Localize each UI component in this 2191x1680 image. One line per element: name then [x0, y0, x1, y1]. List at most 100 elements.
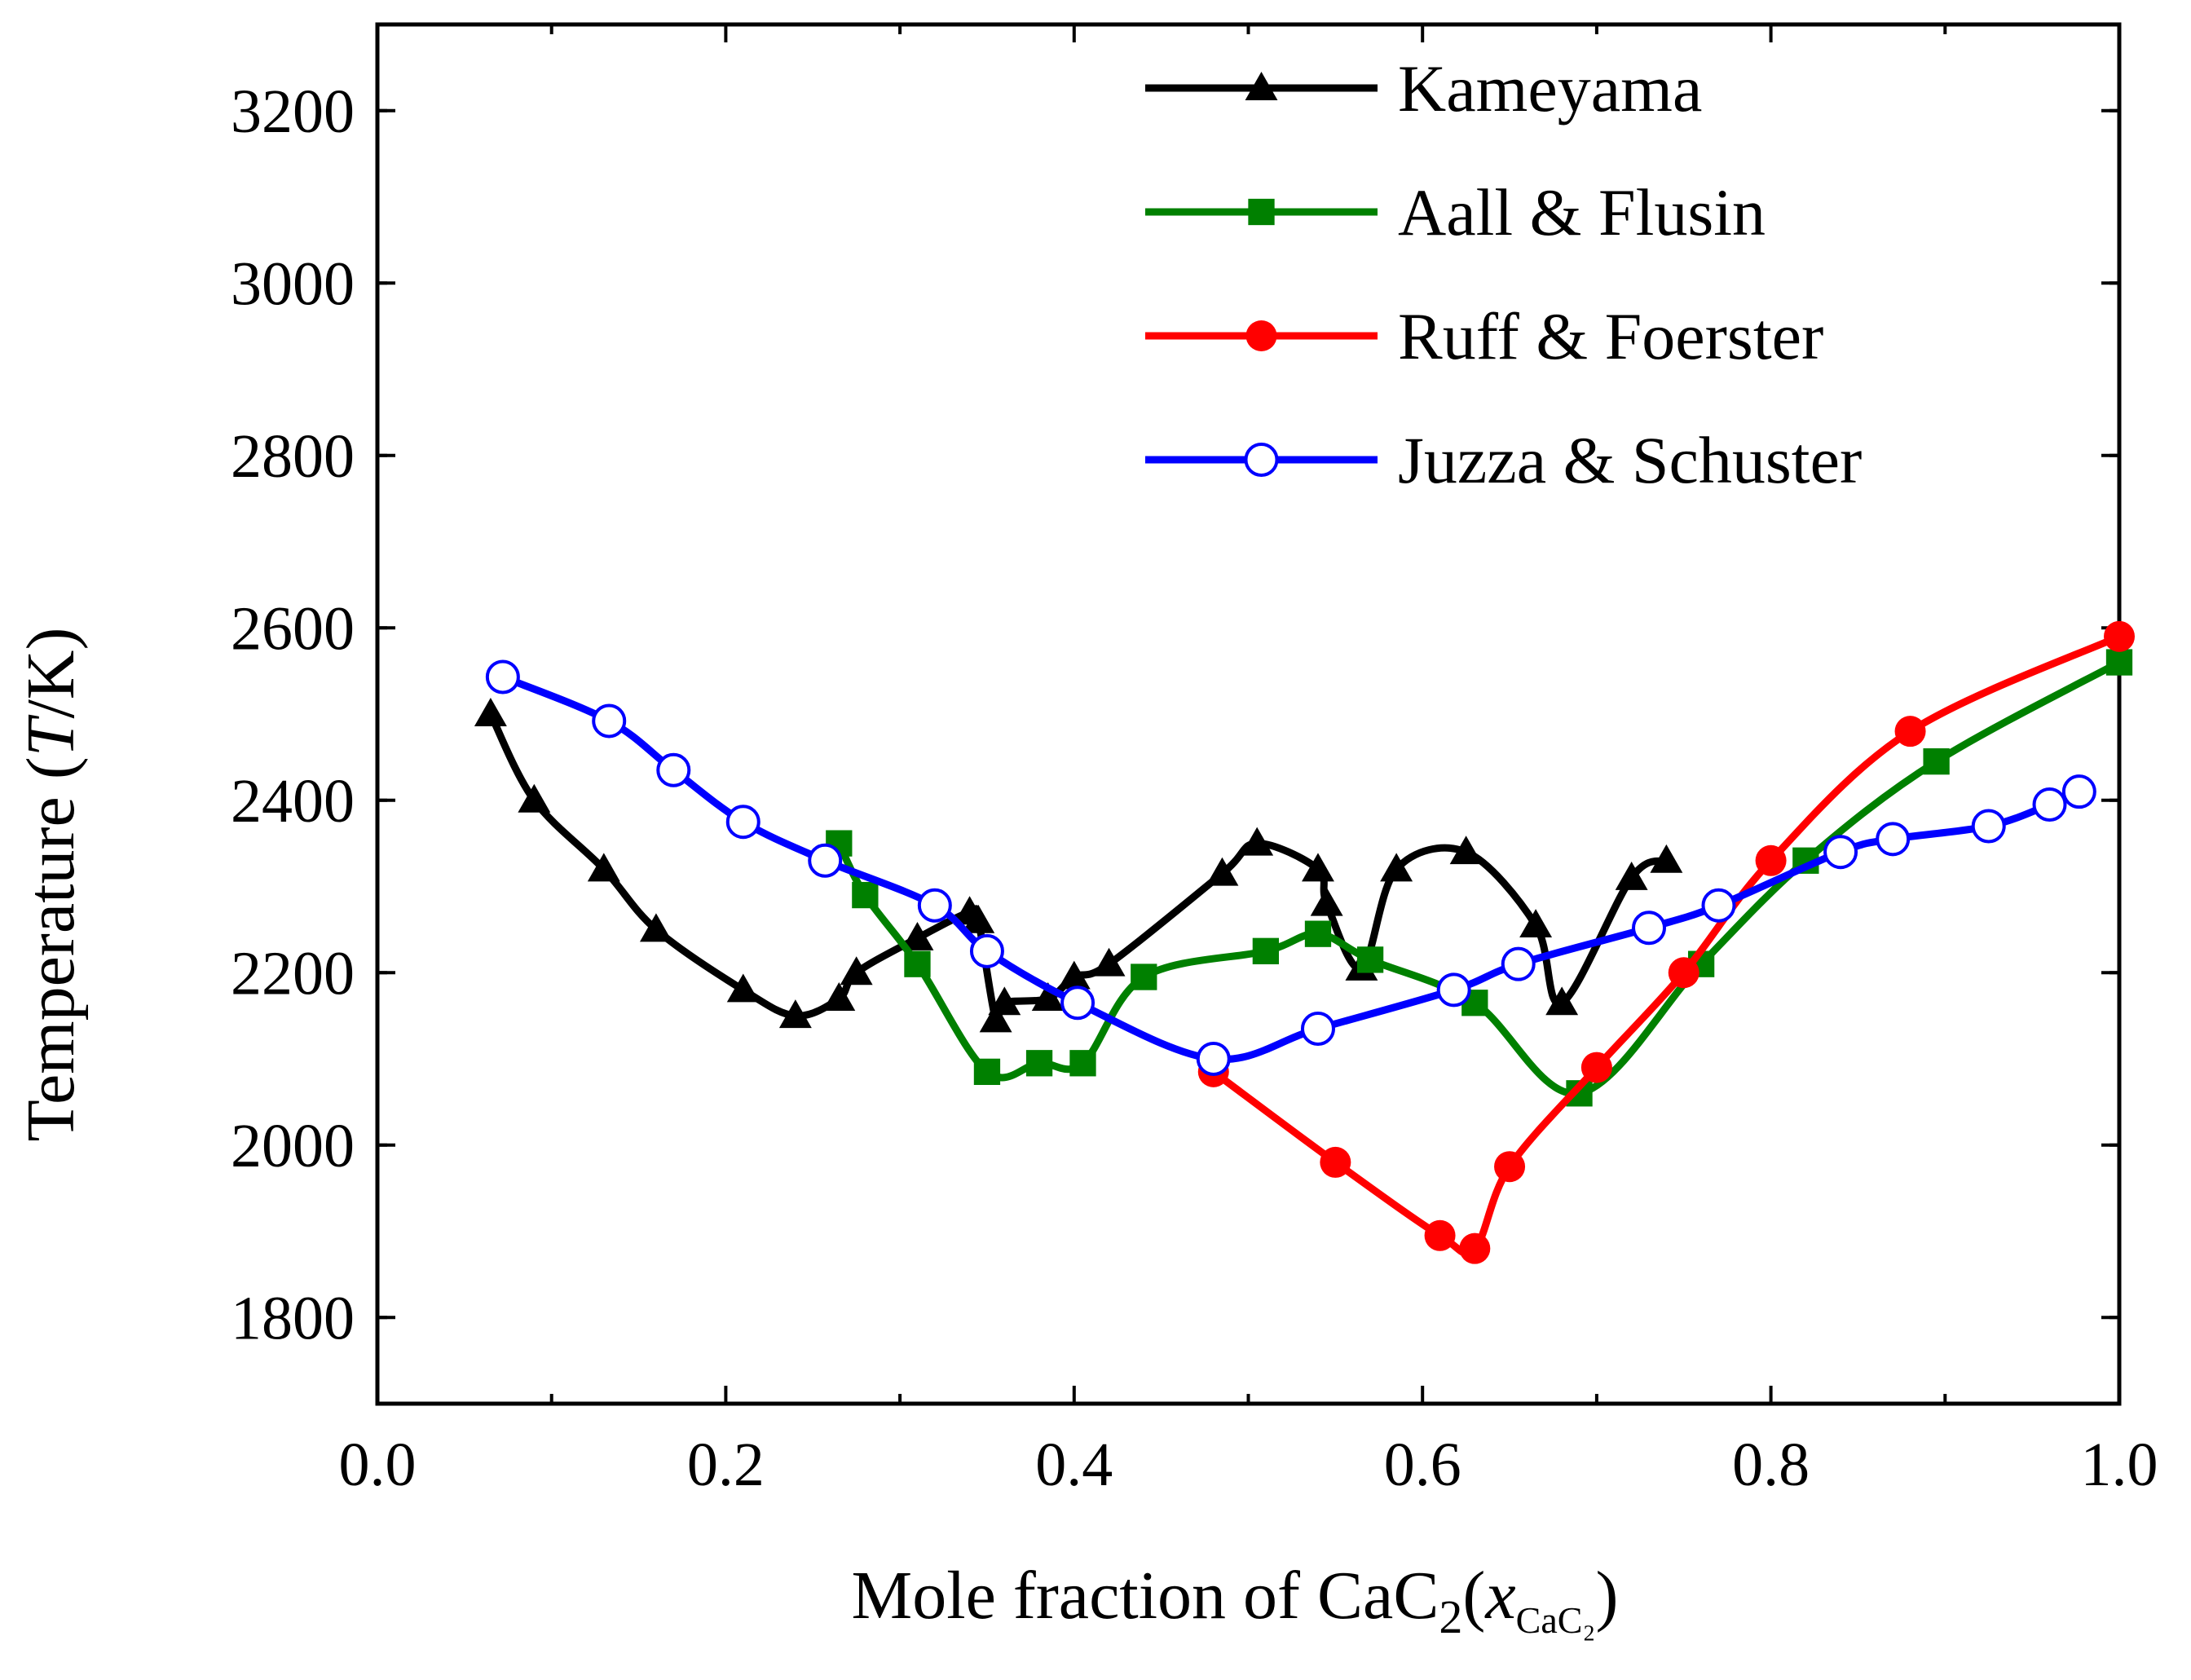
- data-point-aall-flusin: [973, 1058, 1001, 1086]
- y-axis-title-prefix: Temperature (: [13, 756, 89, 1141]
- data-point-ruff-foerster: [1894, 716, 1926, 747]
- series-kameyama: [474, 698, 1683, 1033]
- data-point-juzza-schuster: [1436, 972, 1471, 1008]
- data-point-juzza-schuster: [969, 933, 1004, 968]
- y-axis-title-var: T: [13, 714, 89, 756]
- legend-label-kameyama: Kameyama: [1398, 51, 1702, 126]
- legend-label-ruff-foerster: Ruff & Foerster: [1398, 299, 1823, 373]
- data-point-kameyama: [1206, 857, 1239, 886]
- data-point-kameyama: [1650, 844, 1683, 873]
- x-axis-title-close: ): [1595, 1558, 1618, 1634]
- data-point-juzza-schuster: [1300, 1011, 1335, 1046]
- data-point-juzza-schuster: [808, 843, 843, 878]
- legend-item-aall-flusin: Aall & Flusin: [1145, 175, 1766, 249]
- data-point-juzza-schuster: [2032, 787, 2067, 822]
- data-point-kameyama: [822, 982, 856, 1011]
- data-point-juzza-schuster: [1876, 822, 1911, 857]
- data-point-kameyama: [901, 922, 934, 950]
- data-point-kameyama: [1449, 836, 1483, 865]
- data-point-ruff-foerster: [1755, 844, 1787, 876]
- data-point-kameyama: [1615, 861, 1648, 890]
- data-point-kameyama: [1380, 853, 1413, 882]
- x-tick-label: 0.8: [1732, 1431, 1810, 1499]
- y-tick-label: 3000: [231, 249, 355, 318]
- data-point-kameyama: [979, 1003, 1012, 1033]
- y-tick-label: 2400: [231, 767, 355, 836]
- x-tick-label: 1.0: [2081, 1431, 2158, 1499]
- y-tick-label: 2800: [231, 422, 355, 491]
- data-point-kameyama: [1031, 982, 1065, 1011]
- legend-marker-kameyama: [1245, 72, 1278, 100]
- y-tick-label: 3200: [231, 77, 355, 146]
- x-axis-title: Mole fraction of CaC2(xCaC₂): [852, 1558, 1619, 1643]
- data-point-aall-flusin: [1131, 963, 1157, 990]
- data-point-juzza-schuster: [656, 752, 691, 787]
- series-line-aall-flusin: [835, 659, 2123, 1098]
- data-point-kameyama: [1241, 827, 1274, 856]
- data-point-kameyama: [1310, 887, 1343, 916]
- series-layer: [474, 620, 2135, 1264]
- data-point-aall-flusin: [904, 950, 931, 977]
- data-point-juzza-schuster: [1823, 835, 1858, 870]
- data-point-kameyama: [726, 973, 760, 1003]
- legend: Kameyama Aall & Flusin Ruff & Foerster Juzz…: [1145, 51, 1862, 497]
- data-point-aall-flusin: [2105, 649, 2133, 676]
- series-ruff-foerster: [1197, 620, 2135, 1264]
- y-tick-label: 1800: [231, 1284, 355, 1352]
- data-point-ruff-foerster: [1459, 1232, 1491, 1264]
- data-point-juzza-schuster: [725, 805, 760, 840]
- x-axis-title-open: (: [1462, 1558, 1485, 1634]
- x-axis-title-var-sub: CaC₂: [1516, 1599, 1596, 1641]
- data-point-juzza-schuster: [1632, 911, 1667, 946]
- data-point-ruff-foerster: [2104, 620, 2135, 652]
- legend-label-juzza-schuster: Juzza & Schuster: [1398, 423, 1862, 497]
- x-tick-label: 0.6: [1384, 1431, 1461, 1499]
- data-point-kameyama: [778, 999, 812, 1029]
- data-point-juzza-schuster: [1501, 946, 1536, 981]
- data-point-kameyama: [988, 986, 1021, 1016]
- y-tick-label: 2600: [231, 594, 355, 663]
- data-point-aall-flusin: [852, 881, 879, 909]
- x-tick-label: 0.0: [339, 1431, 417, 1499]
- legend-item-kameyama: Kameyama: [1145, 51, 1702, 126]
- data-point-juzza-schuster: [2061, 774, 2096, 809]
- x-axis-title-prefix: Mole fraction of CaC: [852, 1558, 1439, 1634]
- series-juzza-schuster: [485, 659, 2096, 1076]
- legend-item-ruff-foerster: Ruff & Foerster: [1145, 299, 1823, 373]
- data-point-kameyama: [587, 853, 620, 882]
- data-point-juzza-schuster: [917, 888, 952, 923]
- y-axis-title-suffix: /K): [13, 628, 89, 719]
- data-point-aall-flusin: [1923, 748, 1950, 775]
- y-tick-label: 2200: [231, 939, 355, 1008]
- legend-marker-aall-flusin: [1248, 198, 1275, 226]
- data-point-juzza-schuster: [592, 703, 627, 739]
- legend-marker-ruff-foerster: [1245, 320, 1277, 351]
- data-point-aall-flusin: [1252, 937, 1280, 964]
- data-point-ruff-foerster: [1668, 957, 1699, 989]
- data-point-kameyama: [840, 956, 873, 986]
- data-point-aall-flusin: [1304, 920, 1332, 947]
- data-point-kameyama: [639, 913, 672, 942]
- data-point-juzza-schuster: [1971, 809, 2006, 844]
- data-point-juzza-schuster: [1060, 986, 1096, 1021]
- data-point-ruff-foerster: [1580, 1052, 1612, 1083]
- x-axis-title-var: x: [1483, 1558, 1515, 1634]
- data-point-juzza-schuster: [485, 659, 520, 694]
- data-point-juzza-schuster: [1196, 1042, 1231, 1076]
- data-point-kameyama: [962, 904, 995, 933]
- data-point-ruff-foerster: [1424, 1219, 1456, 1251]
- x-axis-title-sub: 2: [1439, 1590, 1462, 1643]
- x-tick-label: 0.4: [1035, 1431, 1113, 1499]
- data-point-aall-flusin: [1069, 1050, 1096, 1077]
- data-point-kameyama: [518, 783, 551, 813]
- legend-item-juzza-schuster: Juzza & Schuster: [1145, 423, 1862, 497]
- y-tick-label: 2000: [231, 1112, 355, 1180]
- data-point-kameyama: [1545, 986, 1579, 1016]
- data-point-ruff-foerster: [1494, 1151, 1526, 1183]
- legend-marker-juzza-schuster: [1244, 443, 1279, 477]
- plot-border: [375, 22, 2122, 1406]
- data-point-kameyama: [1519, 909, 1553, 938]
- data-point-aall-flusin: [1356, 946, 1384, 973]
- data-point-ruff-foerster: [1320, 1146, 1351, 1178]
